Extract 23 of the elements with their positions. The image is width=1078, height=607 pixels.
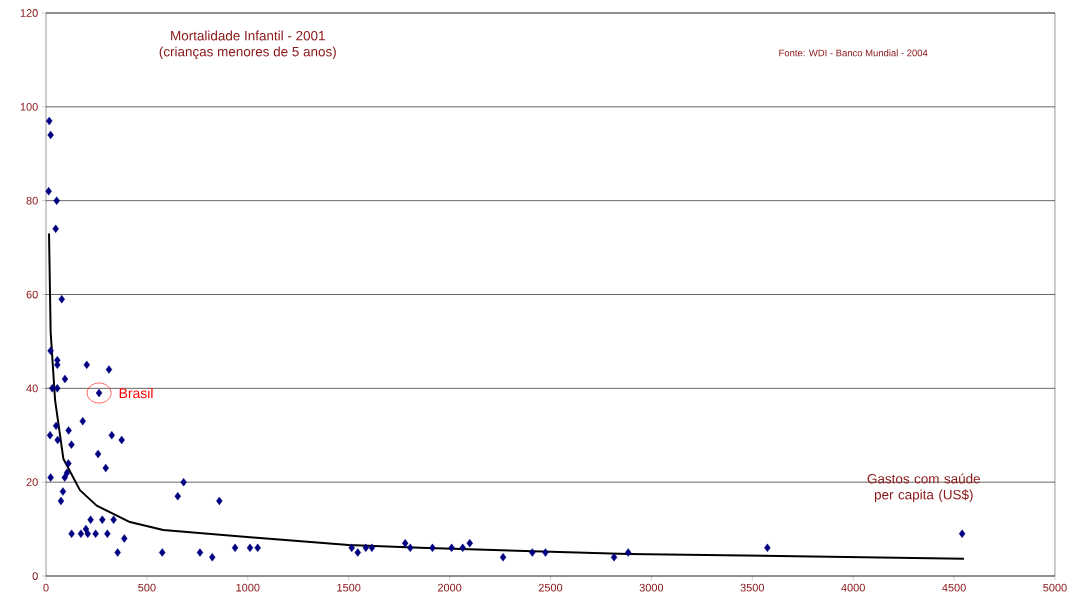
x-tick-label: 3000 [639, 583, 664, 592]
annotation: Brasil [119, 387, 153, 399]
y-tick-label: 0 [32, 572, 38, 580]
y-tick-label: 100 [20, 102, 38, 111]
x-tick-label: 0 [43, 583, 49, 592]
x-tick-label: 4500 [942, 583, 966, 592]
y-tick-label: 60 [26, 290, 38, 299]
x-tick-label: 4000 [841, 583, 865, 592]
x-tick-label: 500 [138, 583, 156, 592]
x-tick-label: 2000 [437, 583, 462, 592]
x-tick-label: 3500 [740, 583, 765, 592]
text: Mortalidade Infantil - 2001 [171, 30, 325, 41]
annotation: Fonte: WDI - Banco Mundial - 2004 [779, 49, 928, 57]
x-tick-label: 2500 [538, 583, 563, 592]
x-tick-label: 1000 [236, 583, 260, 592]
x-tick-label: 5000 [1043, 583, 1067, 592]
y-tick-label: 80 [26, 196, 38, 205]
y-tick-label: 20 [26, 478, 38, 487]
x-tick-label: 1500 [337, 583, 361, 592]
text: (crianças menores de 5 anos) [159, 46, 336, 60]
y-tick-label: 120 [20, 9, 38, 17]
y-tick-label: 40 [26, 384, 38, 393]
x-axis-title: Gastos com saúde per capita (US$) [867, 473, 980, 503]
